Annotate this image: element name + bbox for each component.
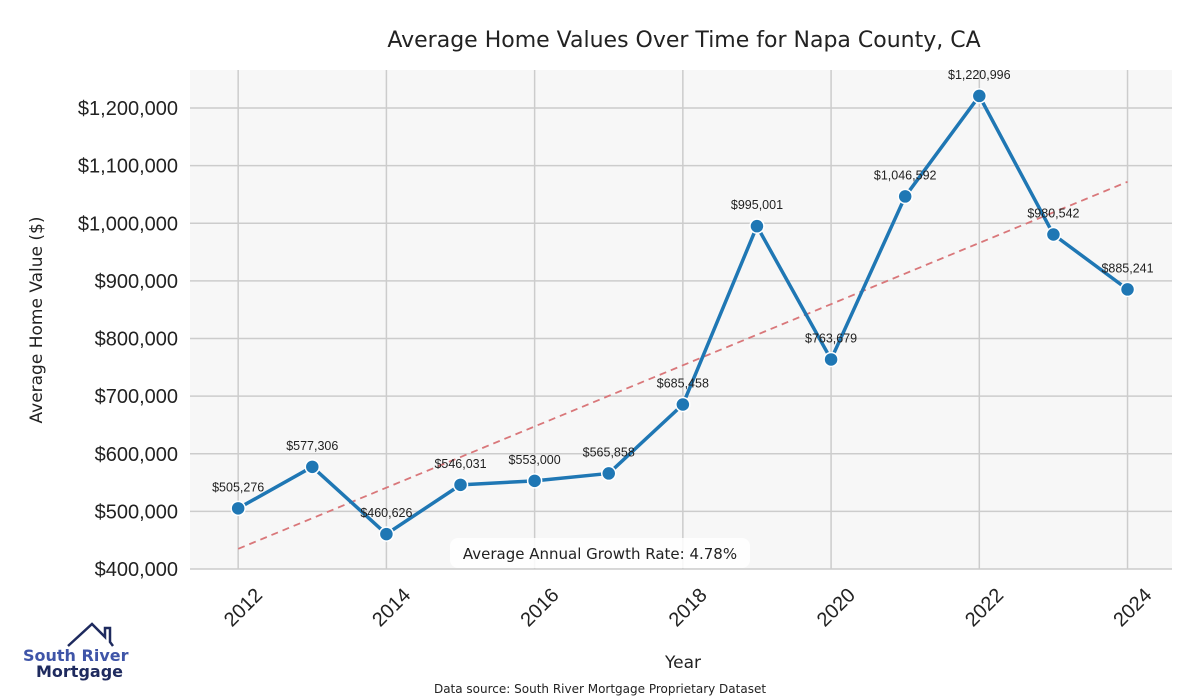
y-tick-label: $900,000: [95, 271, 178, 293]
data-label: $505,276: [212, 480, 264, 494]
logo-line2: Mortgage: [36, 662, 123, 681]
y-tick-label: $600,000: [95, 444, 178, 466]
data-label: $553,000: [509, 453, 561, 467]
y-tick-label: $500,000: [95, 501, 178, 523]
trend-line: [237, 180, 1128, 550]
data-label: $460,626: [360, 506, 412, 520]
y-tick-label: $1,000,000: [78, 213, 178, 235]
x-tick-label: 2024: [1109, 584, 1156, 631]
data-point: [675, 396, 691, 413]
data-point: [452, 477, 469, 493]
data-point: [1045, 226, 1062, 243]
x-tick-label: 2022: [961, 584, 1008, 631]
data-label: $1,220,996: [948, 68, 1011, 82]
data-label: $885,241: [1101, 261, 1153, 275]
data-source: Data source: South River Mortgage Propri…: [434, 682, 766, 696]
x-axis-label: Year: [664, 653, 701, 673]
data-point: [1119, 281, 1136, 298]
y-tick-label: $400,000: [95, 559, 178, 581]
logo-line1: South River: [23, 646, 129, 665]
logo: South River Mortgage: [23, 622, 129, 681]
x-tick-label: 2018: [665, 584, 712, 631]
data-label: $685,458: [657, 377, 709, 391]
data-point: [304, 459, 321, 475]
y-tick-label: $700,000: [95, 386, 178, 408]
y-axis-label: Average Home Value ($): [27, 217, 47, 424]
data-point: [749, 218, 765, 234]
data-label: $1,046,592: [874, 168, 937, 182]
growth-annotation-box: [450, 538, 750, 568]
plot-area: [190, 70, 1172, 569]
x-tick-label: 2012: [220, 584, 267, 631]
data-point: [378, 526, 395, 542]
data-label: $577,306: [286, 439, 338, 453]
data-point: [526, 473, 543, 489]
y-tick-label: $1,200,000: [78, 98, 178, 120]
data-label: $995,001: [731, 198, 783, 212]
data-label: $980,542: [1027, 206, 1079, 220]
data-point: [600, 465, 617, 482]
data-point: [897, 188, 913, 205]
growth-annotation: Average Annual Growth Rate: 4.78%: [463, 545, 737, 563]
data-point: [971, 88, 988, 104]
y-tick-label: $1,100,000: [78, 156, 178, 178]
data-point: [823, 351, 839, 368]
y-tick-label: $800,000: [95, 329, 178, 351]
x-tick-label: 2016: [516, 584, 563, 631]
x-tick-label: 2014: [368, 584, 415, 631]
data-point: [230, 500, 246, 517]
data-label: $565,858: [583, 445, 635, 459]
data-label: $546,031: [434, 457, 486, 471]
x-tick-label: 2020: [813, 584, 860, 631]
house-icon: [67, 622, 114, 647]
data-label: $763,679: [805, 331, 857, 345]
chart-title: Average Home Values Over Time for Napa C…: [387, 28, 980, 53]
